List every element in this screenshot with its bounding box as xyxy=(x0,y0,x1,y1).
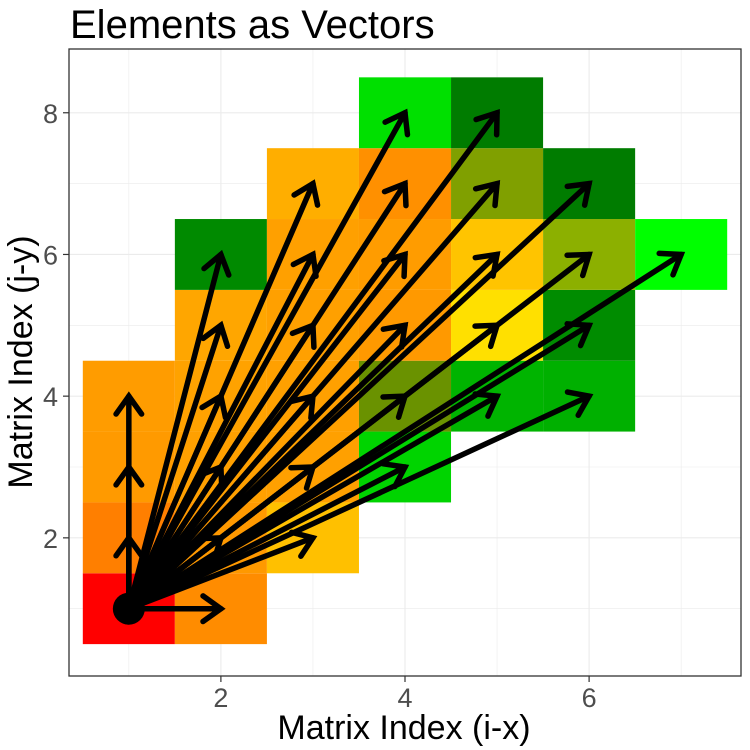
vector-arrows xyxy=(113,108,686,625)
vector-arrow xyxy=(126,108,500,612)
arrow-shaft xyxy=(126,251,684,612)
arrow-head xyxy=(472,391,502,419)
y-tick-label: 8 xyxy=(43,99,58,129)
arrow-head xyxy=(656,250,686,278)
y-axis-title: Matrix Index (j-y) xyxy=(2,235,40,488)
arrow-head xyxy=(288,529,318,559)
vector-arrow xyxy=(126,249,232,612)
arrow-head xyxy=(200,320,231,350)
vector-arrow xyxy=(126,250,686,612)
origin-point xyxy=(112,592,145,625)
arrow-shaft xyxy=(126,110,408,612)
arrow-shaft xyxy=(126,251,224,612)
vector-arrow xyxy=(126,389,594,612)
arrow-head xyxy=(200,593,226,625)
vector-arrow xyxy=(126,179,409,612)
arrow-head xyxy=(564,389,594,419)
vector-arrow xyxy=(113,391,145,612)
vector-arrow xyxy=(126,251,593,612)
origin-layer xyxy=(112,592,145,625)
y-tick-label: 4 xyxy=(43,382,58,412)
vector-arrow xyxy=(126,180,501,612)
arrow-head xyxy=(382,108,411,138)
arrow-shaft xyxy=(126,180,592,612)
arrow-head xyxy=(291,179,321,208)
vector-arrow xyxy=(126,108,411,612)
arrow-head xyxy=(472,180,501,209)
arrow-head xyxy=(564,251,593,279)
x-tick-label: 2 xyxy=(213,683,228,713)
arrow-shaft xyxy=(126,251,592,612)
vector-arrow xyxy=(126,320,231,612)
x-tick-label: 4 xyxy=(397,683,412,713)
vector-arrow xyxy=(126,179,321,612)
arrow-head xyxy=(380,321,409,350)
arrow-head xyxy=(564,180,593,208)
axis-ticks: 2 4 6 2 4 6 8 xyxy=(43,99,597,713)
arrow-head xyxy=(380,461,410,490)
arrow-shaft xyxy=(126,393,592,612)
x-axis-title: Matrix Index (i-x) xyxy=(277,709,530,747)
arrow-shaft xyxy=(126,180,316,612)
arrow-head xyxy=(381,179,409,209)
arrow-shaft xyxy=(126,322,224,612)
arrow-shaft xyxy=(126,180,500,612)
arrow-shaft xyxy=(126,110,500,612)
arrow-head xyxy=(201,249,232,278)
vector-arrow xyxy=(126,180,593,612)
arrow-head xyxy=(113,391,145,417)
y-tick-label: 2 xyxy=(43,524,58,554)
arrow-head xyxy=(473,108,500,138)
arrow-shaft xyxy=(126,180,408,612)
y-tick-label: 6 xyxy=(43,240,58,270)
x-tick-label: 6 xyxy=(582,683,597,713)
chart-title: Elements as Vectors xyxy=(70,3,435,47)
